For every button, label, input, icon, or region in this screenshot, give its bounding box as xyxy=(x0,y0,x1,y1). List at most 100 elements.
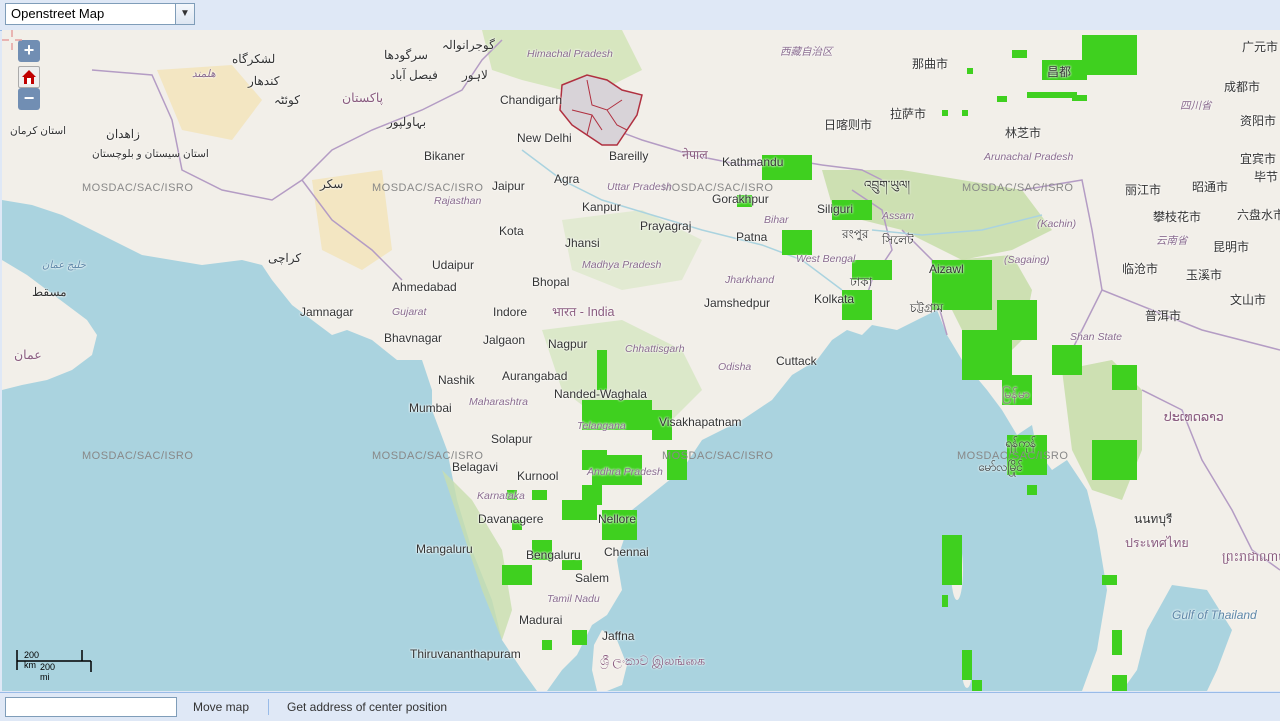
map-label: Jharkhand xyxy=(725,274,775,286)
map-label: مسقط xyxy=(32,285,67,299)
map-label: فیصل آباد xyxy=(390,68,438,82)
map-label: 林芝市 xyxy=(1005,126,1042,140)
map-label: استان سیستان و بلوچستان xyxy=(92,148,209,160)
zoom-out-button[interactable]: − xyxy=(18,88,40,110)
map-label: မော်လမြိုင် xyxy=(978,460,1024,474)
map-label: 攀枝花市 xyxy=(1153,210,1202,224)
map-label: Belagavi xyxy=(452,460,499,474)
map-label: 文山市 xyxy=(1230,293,1267,307)
map-label: Gorakhpur xyxy=(712,192,769,206)
map-label: Gulf of Thailand xyxy=(1172,608,1257,622)
watermark: MOSDAC/SAC/ISRO xyxy=(662,450,774,462)
map-label: Jaffna xyxy=(602,629,635,643)
center-crosshair-icon xyxy=(2,30,22,50)
bottom-toolbar: Move map Get address of center position xyxy=(0,692,1280,721)
map-label: بہاولپور xyxy=(387,115,427,129)
map-label: Aizawl xyxy=(929,262,964,276)
map-label: 资阳市 xyxy=(1240,114,1277,128)
zoom-in-button[interactable]: + xyxy=(18,40,40,62)
map-label: استان کرمان xyxy=(10,125,67,137)
map-label: ព្រះរាជាណាចក្រ xyxy=(1222,550,1280,564)
map-label: Indore xyxy=(493,305,528,319)
map-label: Tamil Nadu xyxy=(547,593,600,605)
get-address-button[interactable]: Get address of center position xyxy=(287,700,448,714)
watermark: MOSDAC/SAC/ISRO xyxy=(372,182,484,194)
map-label: นนทบุรี xyxy=(1134,512,1173,526)
watermark: MOSDAC/SAC/ISRO xyxy=(662,182,774,194)
map-label: সিলেট xyxy=(882,233,914,247)
map-label: لاہور xyxy=(462,68,488,82)
map-label: Bikaner xyxy=(424,149,465,163)
map-label: 昌都 xyxy=(1047,65,1072,79)
map-label: Nanded-Waghala xyxy=(554,387,647,401)
map-label: 六盘水市 xyxy=(1237,208,1280,222)
map-label: New Delhi xyxy=(517,131,572,145)
map-label: Nagpur xyxy=(548,337,588,351)
move-map-button[interactable]: Move map xyxy=(193,700,250,714)
map-view[interactable]: MOSDAC/SAC/ISRO MOSDAC/SAC/ISRO MOSDAC/S… xyxy=(2,30,1280,691)
map-label: Chandigarh xyxy=(500,93,563,107)
map-label: 云南省 xyxy=(1156,235,1188,247)
map-label: 那曲市 xyxy=(912,57,949,71)
map-label: 西藏自治区 xyxy=(780,46,833,58)
map-label: 昆明市 xyxy=(1213,240,1250,254)
map-label: گوجرانوالہ xyxy=(442,38,495,52)
map-label: 成都市 xyxy=(1224,80,1261,94)
map-label: Himachal Pradesh xyxy=(527,48,613,60)
map-label: Kota xyxy=(499,224,524,238)
map-label: চট্টগ্রাম xyxy=(910,301,944,315)
map-label: ရန်ကုန် xyxy=(1005,436,1037,450)
map-label: ශ්‍රී ලංකාව இலங்கை xyxy=(600,654,706,668)
watermark: MOSDAC/SAC/ISRO xyxy=(957,450,1069,462)
map-label: سکر xyxy=(320,177,344,191)
location-input[interactable] xyxy=(5,697,177,717)
map-label: 毕节 xyxy=(1254,170,1279,184)
map-label: Odisha xyxy=(718,361,752,373)
map-label: Karnataka xyxy=(477,490,525,502)
chevron-down-icon[interactable]: ▼ xyxy=(175,4,194,24)
map-label: Udaipur xyxy=(432,258,475,272)
map-label: Chennai xyxy=(604,545,649,559)
map-label: Madurai xyxy=(519,613,563,627)
map-label: Solapur xyxy=(491,432,533,446)
map-label: Jamnagar xyxy=(300,305,354,319)
base-layer-select[interactable]: Openstreet Map ▼ xyxy=(5,3,195,25)
map-label: هلمند xyxy=(192,68,216,80)
map-label: Jamshedpur xyxy=(704,296,771,310)
map-label: Bengaluru xyxy=(526,548,581,562)
map-label: خليج عمان xyxy=(42,260,86,271)
home-button[interactable] xyxy=(18,66,40,88)
map-label: (Sagaing) xyxy=(1004,254,1050,266)
map-label: Kurnool xyxy=(517,469,559,483)
map-label: Kolkata xyxy=(814,292,855,306)
map-label: کندهار xyxy=(248,74,280,88)
map-label: زاهدان xyxy=(106,127,140,141)
map-label: Mangaluru xyxy=(416,542,473,556)
map-label: ປະເທດລາວ xyxy=(1164,410,1224,424)
map-label: West Bengal xyxy=(796,253,856,265)
map-label: Shan State xyxy=(1070,331,1122,343)
map-label: Nashik xyxy=(438,373,475,387)
map-label: 临沧市 xyxy=(1122,262,1159,276)
map-label: Maharashtra xyxy=(469,396,528,408)
map-label: Bareilly xyxy=(609,149,649,163)
map-label: Ahmedabad xyxy=(392,280,457,294)
map-label: (Kachin) xyxy=(1037,218,1077,230)
map-label: भारत - India xyxy=(552,305,615,319)
watermark: MOSDAC/SAC/ISRO xyxy=(372,450,484,462)
map-label: Patna xyxy=(736,230,768,244)
top-toolbar: Openstreet Map ▼ xyxy=(0,0,1280,31)
map-label: پاکستان xyxy=(342,91,384,105)
map-label: Cuttack xyxy=(776,354,817,368)
home-icon xyxy=(22,70,36,84)
toolbar-separator xyxy=(268,699,269,715)
map-label: 日喀则市 xyxy=(824,118,873,132)
map-label: Madhya Pradesh xyxy=(582,259,662,271)
scale-bar-lines xyxy=(16,650,92,672)
watermark: MOSDAC/SAC/ISRO xyxy=(82,182,194,194)
map-label: عمان xyxy=(14,348,42,362)
map-label: ประเทศไทย xyxy=(1125,536,1189,550)
map-label: Salem xyxy=(575,571,610,585)
map-label: 宜宾市 xyxy=(1240,152,1277,166)
map-label: لشکرگاه xyxy=(232,52,276,66)
